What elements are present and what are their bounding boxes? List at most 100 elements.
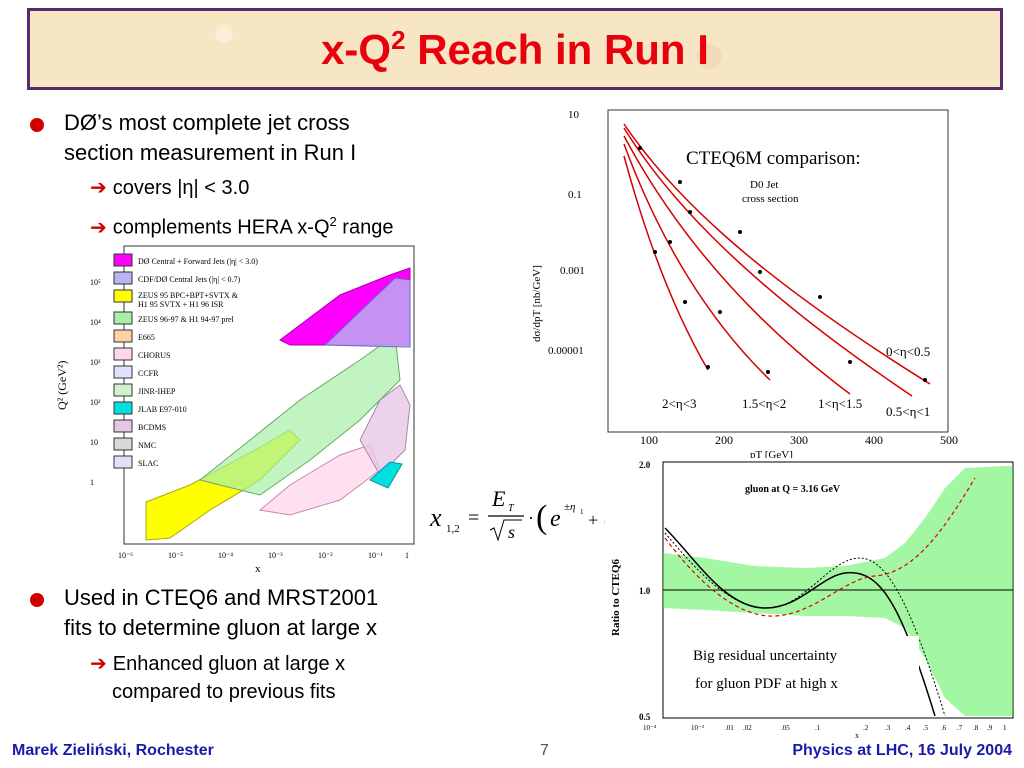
jet-ytick-2: 0.001: [560, 265, 585, 277]
label-eta-05-1: 0.5<η<1: [886, 404, 930, 419]
jet-point: [638, 146, 642, 150]
gluon-note-box: [679, 636, 919, 698]
bullet-1-line-1: DØ’s most complete jet cross: [64, 110, 350, 135]
bullet-1-sub-2-sup: 2: [329, 214, 337, 229]
jet-point: [758, 270, 762, 274]
jet-xtick-0: 100: [640, 433, 658, 447]
legend-swatch-e665: [113, 329, 133, 343]
gluon-xtick-10: .6: [941, 724, 947, 732]
legend-nmc: NMC: [138, 441, 156, 450]
curve-eta-0-05: [623, 123, 931, 385]
label-eta-15-2: 1.5<η<2: [742, 396, 786, 411]
legend-swatch-jlab: [113, 401, 133, 415]
xq2-ytick-2: 10³: [90, 358, 101, 367]
jet-ylabel: dσ/dpT [nb/GeV]: [531, 265, 543, 342]
legend-jlab: JLAB E97-010: [138, 405, 187, 414]
cdf-d0-region: [323, 277, 411, 348]
gluon-xtick-6: .2: [863, 724, 869, 732]
footer-event: Physics at LHC, 16 July 2004: [792, 742, 1012, 759]
slide-title: x-Q2 Reach in Run I: [321, 25, 709, 74]
xq2-xtick-4: 10⁻²: [318, 551, 333, 560]
gluon-xtick-7: .3: [885, 724, 891, 732]
xq2-xtick-3: 10⁻³: [268, 551, 283, 560]
jet-xtick-1: 200: [715, 433, 733, 447]
title-box: x-Q2 Reach in Run I: [27, 8, 1003, 90]
legend-swatch-bcdms: [113, 419, 133, 433]
legend-swatch-cdf: [113, 271, 133, 285]
bullet-1-sub-2: ➔ complements HERA x-Q2 range: [90, 208, 393, 242]
bullet-2-line-2: fits to determine gluon at large x: [64, 615, 378, 640]
legend-zeus95: ZEUS 95 BPC+BPT+SVTX &: [138, 291, 239, 300]
jet-ytick-3: 0.00001: [548, 345, 584, 357]
label-eta-2-3: 2<η<3: [662, 396, 696, 411]
gluon-note-line-1: Big residual uncertainty: [693, 648, 838, 664]
jet-point: [848, 360, 852, 364]
bullet-1-sub-1: ➔ covers |η| < 3.0: [90, 174, 249, 202]
jet-curves: [623, 123, 931, 397]
formula-plus: +: [588, 510, 598, 530]
curve-eta-05-1: [623, 127, 913, 397]
legend-swatch-d0: [113, 253, 133, 267]
title-sup: 2: [391, 24, 406, 55]
cteq6m-annotation: CTEQ6M comparison:: [686, 148, 861, 169]
formula-e1: e: [550, 506, 561, 532]
formula-lparen: (: [536, 499, 547, 536]
legend-swatch-jinr: [113, 383, 133, 397]
gluon-xtick-12: .8: [973, 724, 979, 732]
formula-exp1-sub: 1: [580, 508, 584, 516]
arrow-icon: ➔: [90, 653, 107, 675]
gluon-band-fill: [663, 466, 1013, 716]
xq2-ylabel: Q² (GeV²): [55, 360, 69, 410]
gluon-ytick-2: 0.5: [639, 712, 651, 722]
legend-swatch-ccfr: [113, 365, 133, 379]
legend-jinr: JINR-IHEP: [138, 387, 176, 396]
gluon-xtick-4: .05: [781, 724, 790, 732]
jet-point: [818, 295, 822, 299]
gluon-ytick-1: 1.0: [639, 586, 651, 596]
gluon-xtick-5: .1: [815, 724, 821, 732]
xq2-xtick-2: 10⁻⁴: [218, 551, 233, 560]
legend-bcdms: BCDMS: [138, 423, 166, 432]
legend-slac: SLAC: [138, 459, 158, 468]
xq2-xtick-0: 10⁻⁶: [118, 551, 133, 560]
gluon-ylabel: Ratio to CTEQ6: [610, 559, 622, 637]
gluon-xtick-2: .01: [725, 724, 734, 732]
legend-swatch-nmc: [113, 437, 133, 451]
legend-zeus96: ZEUS 96-97 & H1 94-97 prel: [138, 315, 235, 324]
jet-ytick-1: 0.1: [568, 189, 582, 201]
gluon-curve-new: [664, 527, 936, 717]
jet-point: [706, 365, 710, 369]
xq2-ytick-0: 10⁵: [90, 278, 101, 287]
gluon-ytick-0: 2.0: [639, 460, 651, 470]
gluon-ratio-plot: gluon at Q = 3.16 GeV 2.0 1.0 0.5 Ratio …: [605, 458, 1017, 740]
jet-xtick-3: 400: [865, 433, 883, 447]
legend-ccfr: CCFR: [138, 369, 159, 378]
gluon-xtick-3: .02: [743, 724, 752, 732]
jlab-region: [369, 461, 403, 489]
formula-exp1: ±η: [564, 501, 576, 513]
jet-inner-title-2: cross section: [742, 193, 799, 205]
formula-dot: ·: [528, 508, 534, 528]
jet-point: [683, 300, 687, 304]
legend-d0: DØ Central + Forward Jets (|η| < 3.0): [138, 257, 258, 266]
jet-xsec-svg: CTEQ6M comparison: D0 Jet cross section …: [531, 109, 958, 461]
bullet-1-sub-1-text: covers |η| < 3.0: [112, 177, 250, 199]
bullet-1: DØ’s most complete jet cross section mea…: [64, 108, 356, 168]
jet-xtick-2: 300: [790, 433, 808, 447]
gluon-xtick-0: 10⁻⁴: [643, 724, 657, 732]
gluon-svg: gluon at Q = 3.16 GeV 2.0 1.0 0.5 Ratio …: [610, 460, 1014, 740]
jet-point: [653, 250, 657, 254]
legend-h195: H1 95 SVTX + H1 96 ISR: [138, 300, 224, 309]
gluon-uncertainty-band: [663, 466, 1013, 716]
bullet-2-sub-line-2: compared to previous fits: [112, 681, 336, 703]
bullet-1-line-2: section measurement in Run I: [64, 140, 357, 165]
formula-num: E: [491, 486, 506, 511]
label-eta-1-15: 1<η<1.5: [818, 396, 862, 411]
jet-point: [738, 230, 742, 234]
curve-eta-1-15: [623, 135, 851, 395]
arrow-icon: ➔: [90, 216, 107, 239]
legend-cdf: CDF/DØ Central Jets (|η| < 0.7): [138, 275, 240, 284]
gluon-xlabel: x: [855, 731, 859, 740]
bullet-1-sub-2-text: complements HERA x-Q: [112, 216, 330, 239]
jet-xtick-4: 500: [940, 433, 958, 447]
